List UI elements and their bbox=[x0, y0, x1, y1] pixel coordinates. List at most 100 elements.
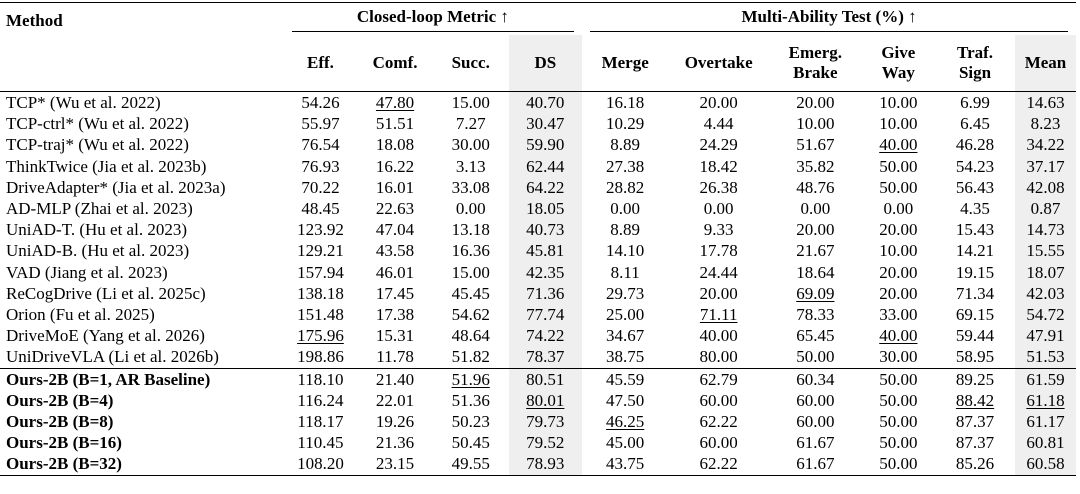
method-cell: TCP-ctrl* (Wu et al. 2022) bbox=[6, 114, 189, 134]
value-cell: 50.00 bbox=[879, 433, 918, 453]
value-cell: 4.44 bbox=[703, 114, 734, 134]
value-cell: 34.67 bbox=[606, 326, 645, 346]
method-cell: ReCogDrive (Li et al. 2025c) bbox=[6, 283, 206, 303]
value-cell: 50.00 bbox=[879, 412, 918, 432]
value-cell: 62.79 bbox=[668, 367, 770, 390]
value-cell: 71.34 bbox=[955, 283, 995, 303]
value-cell: 79.52 bbox=[508, 432, 583, 454]
method-header: Method bbox=[0, 2, 284, 92]
value-cell: 87.37 bbox=[955, 412, 995, 432]
method-cell: TCP* (Wu et al. 2022) bbox=[0, 91, 284, 114]
column-header: Emerg. Brake bbox=[788, 43, 842, 82]
value-cell: 151.48 bbox=[297, 305, 344, 325]
table-row: Ours-2B (B=32) 108.20 23.15 49.55 78.93 43.75… bbox=[0, 453, 1076, 476]
method-cell: Ours-2B (B=8) bbox=[6, 412, 114, 432]
value-cell: 40.73 bbox=[508, 219, 583, 241]
value-cell: 60.00 bbox=[699, 433, 738, 453]
value-cell: 11.78 bbox=[376, 347, 414, 367]
value-cell: 62.22 bbox=[699, 412, 738, 432]
column-header-row: Eff. Comf. Succ. DS Merge Overtake Emerg. Brake… bbox=[0, 35, 1076, 92]
method-cell: DriveAdapter* (Jia et al. 2023a) bbox=[6, 177, 226, 197]
value-cell: 10.00 bbox=[796, 114, 835, 134]
value-cell: 7.27 bbox=[455, 114, 486, 134]
value-cell: 30.00 bbox=[879, 347, 918, 367]
value-cell: 15.43 bbox=[955, 220, 995, 240]
value-cell: 40.00 bbox=[879, 326, 918, 346]
value-cell: 34.22 bbox=[1014, 134, 1076, 156]
value-cell: 0.00 bbox=[610, 199, 641, 219]
method-cell: Ours-2B (B=16) bbox=[6, 433, 122, 453]
value-cell: 10.29 bbox=[606, 114, 645, 134]
value-cell: 61.17 bbox=[1014, 411, 1076, 433]
value-cell: 60.00 bbox=[796, 412, 835, 432]
value-cell: 8.89 bbox=[610, 135, 641, 155]
value-cell: 22.01 bbox=[375, 390, 415, 410]
column-header: Comf. bbox=[372, 53, 418, 72]
table-row: UniAD-T. (Hu et al. 2023) 123.92 47.04 13.1… bbox=[0, 219, 1076, 241]
value-cell: 6.45 bbox=[960, 114, 990, 134]
column-header: Traf. Sign bbox=[957, 43, 994, 82]
value-cell: 10.00 bbox=[879, 114, 918, 134]
value-cell: 129.21 bbox=[297, 241, 344, 261]
value-cell: 62.22 bbox=[668, 453, 770, 476]
value-cell: 45.45 bbox=[451, 283, 490, 303]
value-cell: 51.51 bbox=[375, 114, 415, 134]
table-row: Ours-2B (B=16) 110.45 21.36 50.45 79.52 45.00… bbox=[0, 432, 1076, 454]
value-cell: 77.74 bbox=[508, 304, 583, 326]
value-cell: 20.00 bbox=[879, 283, 918, 303]
value-cell: 40.00 bbox=[879, 135, 918, 155]
value-cell: 116.24 bbox=[297, 390, 344, 410]
value-cell: 50.00 bbox=[879, 156, 918, 176]
value-cell: 18.07 bbox=[1014, 261, 1076, 283]
table-row: DriveAdapter* (Jia et al. 2023a) 70.22 16.… bbox=[0, 176, 1076, 199]
value-cell: 0.00 bbox=[703, 199, 734, 219]
value-cell: 21.36 bbox=[375, 433, 415, 453]
method-cell: Ours-2B (B=1, AR Baseline) bbox=[0, 367, 284, 390]
value-cell: 54.26 bbox=[283, 91, 358, 114]
value-cell: 64.22 bbox=[508, 176, 583, 199]
value-cell: 22.63 bbox=[375, 199, 415, 219]
value-cell: 61.67 bbox=[796, 433, 835, 453]
value-cell: 60.81 bbox=[1014, 432, 1076, 454]
value-cell: 45.00 bbox=[606, 433, 645, 453]
closed-loop-group-label: Closed-loop Metric ↑ bbox=[291, 7, 575, 32]
column-header: Succ. bbox=[451, 53, 490, 72]
value-cell: 54.62 bbox=[451, 305, 490, 325]
value-cell: 27.38 bbox=[606, 156, 645, 176]
value-cell: 69.15 bbox=[955, 305, 995, 325]
value-cell: 46.01 bbox=[375, 262, 415, 282]
value-cell: 50.00 bbox=[879, 177, 918, 197]
value-cell: 43.58 bbox=[375, 241, 415, 261]
table-row: TCP* (Wu et al. 2022) 54.26 47.80 15.00 40.7… bbox=[0, 91, 1076, 114]
value-cell: 123.92 bbox=[297, 220, 344, 240]
value-cell: 20.00 bbox=[879, 262, 918, 282]
value-cell: 19.26 bbox=[375, 412, 415, 432]
value-cell: 33.00 bbox=[879, 305, 918, 325]
value-cell: 50.00 bbox=[861, 453, 936, 476]
value-cell: 37.17 bbox=[1014, 155, 1076, 177]
value-cell: 30.47 bbox=[508, 113, 583, 135]
value-cell: 16.36 bbox=[451, 241, 490, 261]
value-cell: 47.50 bbox=[606, 390, 645, 410]
value-cell: 74.22 bbox=[508, 325, 583, 347]
value-cell: 55.97 bbox=[301, 114, 340, 134]
value-cell: 80.01 bbox=[508, 389, 583, 412]
method-cell: ThinkTwice (Jia et al. 2023b) bbox=[6, 156, 207, 176]
value-cell: 23.15 bbox=[357, 453, 433, 476]
value-cell: 51.53 bbox=[1014, 346, 1076, 369]
value-cell: 65.45 bbox=[796, 326, 835, 346]
value-cell: 6.99 bbox=[935, 91, 1015, 114]
column-header: Overtake bbox=[684, 53, 753, 72]
value-cell: 18.08 bbox=[375, 135, 415, 155]
method-cell: Ours-2B (B=32) bbox=[0, 453, 284, 476]
value-cell: 18.05 bbox=[508, 198, 583, 220]
value-cell: 108.20 bbox=[283, 453, 358, 476]
value-cell: 118.10 bbox=[283, 367, 358, 390]
value-cell: 54.23 bbox=[955, 156, 995, 176]
value-cell: 15.31 bbox=[375, 326, 415, 346]
value-cell: 14.21 bbox=[955, 241, 995, 261]
value-cell: 48.45 bbox=[301, 199, 340, 219]
value-cell: 15.00 bbox=[451, 262, 490, 282]
value-cell: 47.04 bbox=[375, 220, 415, 240]
value-cell: 0.87 bbox=[1014, 198, 1076, 220]
